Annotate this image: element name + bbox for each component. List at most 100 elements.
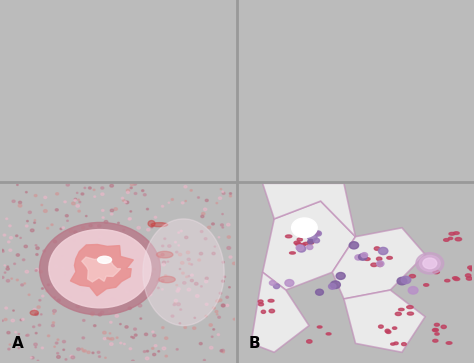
- Circle shape: [107, 338, 109, 339]
- Ellipse shape: [308, 241, 314, 244]
- Circle shape: [109, 343, 113, 346]
- Circle shape: [130, 242, 134, 244]
- Circle shape: [358, 254, 367, 260]
- Ellipse shape: [446, 342, 452, 344]
- Circle shape: [4, 318, 7, 321]
- Ellipse shape: [377, 263, 383, 266]
- Circle shape: [105, 357, 106, 358]
- Circle shape: [217, 314, 218, 315]
- Polygon shape: [82, 257, 121, 282]
- Circle shape: [177, 303, 180, 306]
- Circle shape: [110, 209, 114, 212]
- Text: A: A: [12, 335, 23, 351]
- Circle shape: [157, 287, 159, 289]
- Circle shape: [168, 245, 171, 247]
- Circle shape: [292, 218, 317, 237]
- Circle shape: [190, 189, 192, 191]
- Circle shape: [78, 210, 80, 212]
- Circle shape: [220, 188, 222, 189]
- Polygon shape: [263, 201, 356, 290]
- Circle shape: [224, 276, 226, 278]
- Circle shape: [313, 238, 319, 243]
- Circle shape: [74, 267, 76, 269]
- Circle shape: [158, 351, 160, 352]
- Circle shape: [87, 351, 90, 354]
- Ellipse shape: [466, 277, 472, 280]
- Circle shape: [154, 345, 157, 347]
- Circle shape: [361, 253, 368, 258]
- Ellipse shape: [392, 327, 397, 329]
- Polygon shape: [251, 272, 309, 352]
- Circle shape: [121, 197, 124, 199]
- Circle shape: [54, 297, 55, 298]
- Circle shape: [82, 227, 85, 229]
- Circle shape: [35, 313, 38, 315]
- Ellipse shape: [454, 278, 460, 281]
- Circle shape: [186, 276, 188, 278]
- Circle shape: [92, 352, 94, 354]
- Ellipse shape: [261, 310, 265, 313]
- Circle shape: [24, 245, 27, 248]
- Ellipse shape: [455, 237, 462, 241]
- Circle shape: [423, 258, 437, 269]
- Circle shape: [89, 187, 91, 189]
- Circle shape: [31, 356, 34, 359]
- Circle shape: [39, 223, 160, 315]
- Circle shape: [89, 224, 92, 227]
- Circle shape: [36, 254, 38, 256]
- Ellipse shape: [374, 247, 380, 250]
- Circle shape: [97, 351, 100, 353]
- Circle shape: [36, 247, 39, 249]
- Circle shape: [89, 264, 91, 266]
- Circle shape: [70, 355, 73, 357]
- Circle shape: [57, 352, 59, 354]
- Circle shape: [222, 192, 225, 194]
- Ellipse shape: [445, 280, 450, 282]
- Ellipse shape: [387, 257, 392, 259]
- Ellipse shape: [326, 333, 331, 335]
- Circle shape: [110, 338, 114, 340]
- Circle shape: [54, 346, 55, 347]
- Circle shape: [203, 208, 207, 211]
- Circle shape: [185, 200, 186, 201]
- Circle shape: [219, 292, 222, 294]
- Circle shape: [179, 323, 181, 324]
- Circle shape: [229, 256, 232, 258]
- Ellipse shape: [303, 242, 310, 245]
- Circle shape: [47, 284, 49, 286]
- Circle shape: [214, 246, 216, 247]
- Circle shape: [122, 199, 125, 201]
- Circle shape: [175, 251, 178, 253]
- Circle shape: [168, 202, 170, 203]
- Circle shape: [94, 196, 96, 197]
- Ellipse shape: [409, 274, 416, 278]
- Circle shape: [5, 307, 8, 309]
- Circle shape: [146, 357, 149, 360]
- Circle shape: [180, 309, 182, 310]
- Circle shape: [419, 255, 440, 272]
- Circle shape: [201, 286, 202, 287]
- Circle shape: [22, 259, 25, 261]
- Circle shape: [201, 215, 204, 218]
- Circle shape: [93, 325, 96, 327]
- Circle shape: [7, 266, 9, 267]
- Circle shape: [18, 347, 19, 349]
- Circle shape: [2, 320, 3, 321]
- Circle shape: [54, 283, 57, 285]
- Circle shape: [26, 192, 27, 193]
- Circle shape: [201, 231, 203, 233]
- Circle shape: [110, 284, 113, 286]
- Circle shape: [118, 240, 121, 242]
- Circle shape: [130, 187, 132, 189]
- Polygon shape: [263, 183, 356, 237]
- Circle shape: [101, 193, 104, 195]
- Ellipse shape: [285, 235, 292, 238]
- Circle shape: [229, 195, 231, 197]
- Circle shape: [180, 230, 182, 232]
- Ellipse shape: [307, 340, 312, 343]
- Circle shape: [113, 268, 116, 269]
- Circle shape: [123, 229, 125, 231]
- Circle shape: [227, 223, 230, 226]
- Ellipse shape: [151, 223, 168, 227]
- Ellipse shape: [399, 308, 404, 311]
